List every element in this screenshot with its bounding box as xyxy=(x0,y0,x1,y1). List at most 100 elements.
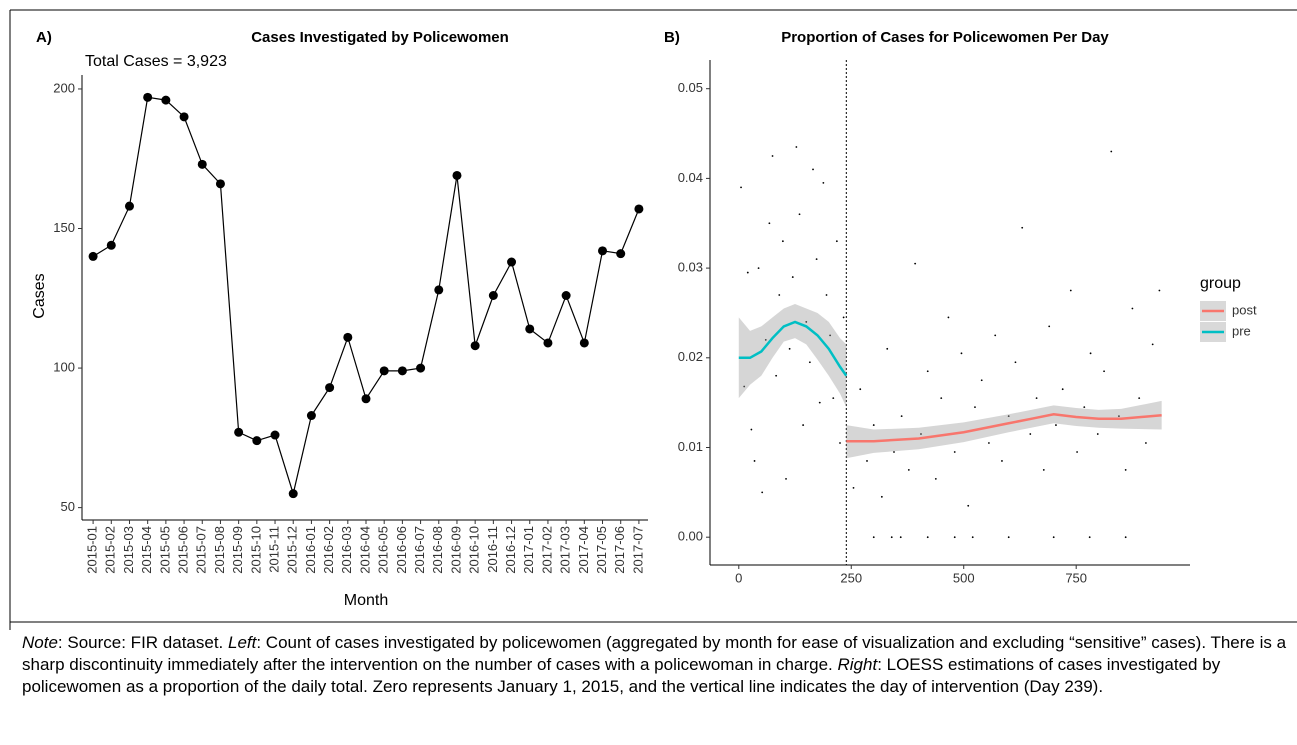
point xyxy=(920,433,922,435)
point xyxy=(1151,343,1154,346)
x-tick-label: 2015-10 xyxy=(248,526,263,574)
loess-line xyxy=(738,320,848,377)
point xyxy=(470,341,480,351)
point xyxy=(1001,460,1003,462)
confidence-band xyxy=(738,303,847,408)
point xyxy=(616,249,626,259)
point xyxy=(543,338,553,348)
point xyxy=(1083,406,1086,409)
point xyxy=(866,460,868,462)
point xyxy=(791,276,794,278)
point xyxy=(1124,536,1127,539)
point xyxy=(161,95,171,105)
point xyxy=(829,334,832,337)
point xyxy=(899,536,902,539)
point xyxy=(561,291,571,300)
point xyxy=(1042,469,1045,471)
point xyxy=(934,477,937,480)
point xyxy=(953,451,956,453)
x-tick-label: 2016-05 xyxy=(376,526,391,574)
point xyxy=(971,536,974,539)
point xyxy=(988,442,990,444)
point xyxy=(771,155,774,157)
legend-label: post xyxy=(1232,302,1257,317)
x-tick-label: 2016-01 xyxy=(303,526,318,574)
point xyxy=(288,489,298,499)
x-tick-label: 2016-10 xyxy=(467,526,482,574)
note-emphasis: Right xyxy=(837,655,878,674)
x-tick-label: 250 xyxy=(840,570,862,585)
x-tick-label: 2017-04 xyxy=(576,526,591,574)
x-tick-label: 2015-02 xyxy=(103,526,118,574)
x-tick-label: 2015-01 xyxy=(85,526,100,574)
point xyxy=(488,291,498,300)
x-tick-label: 2016-02 xyxy=(321,526,336,574)
point xyxy=(907,469,910,471)
point xyxy=(980,379,983,382)
point xyxy=(1124,469,1127,471)
loess-line xyxy=(846,413,1162,443)
legend-label: pre xyxy=(1232,323,1251,338)
point xyxy=(825,294,828,296)
point xyxy=(926,536,929,539)
x-tick-label: 2015-04 xyxy=(139,526,154,574)
point xyxy=(1029,433,1032,435)
point xyxy=(795,146,798,148)
y-tick-label: 0.02 xyxy=(678,349,703,364)
x-tick-label: 2017-06 xyxy=(612,526,627,574)
note-emphasis: Note xyxy=(22,633,58,652)
point xyxy=(306,411,316,421)
point xyxy=(859,388,862,391)
point xyxy=(361,394,371,404)
x-tick-label: 2016-08 xyxy=(430,526,445,574)
y-tick-label: 100 xyxy=(53,360,75,375)
point xyxy=(379,366,389,376)
x-tick-label: 2016-06 xyxy=(394,526,409,574)
x-tick-label: 2015-06 xyxy=(176,526,191,574)
point xyxy=(832,397,835,400)
point xyxy=(1055,424,1057,426)
point xyxy=(914,262,917,265)
x-tick-label: 2015-03 xyxy=(121,526,136,574)
confidence-band xyxy=(846,400,1162,459)
point xyxy=(974,406,976,409)
point xyxy=(852,486,855,489)
point xyxy=(598,246,608,256)
point xyxy=(106,240,116,250)
figure: A) Cases Investigated by Policewomen Total… xyxy=(9,9,1297,630)
point xyxy=(397,366,407,376)
point xyxy=(1096,433,1099,435)
point xyxy=(416,363,426,373)
point xyxy=(1061,388,1064,391)
point xyxy=(960,352,963,355)
point xyxy=(1110,150,1113,153)
y-tick-label: 0.03 xyxy=(678,260,703,275)
x-tick-label: 2015-11 xyxy=(266,526,281,573)
note: Note: Source: FIR dataset. Left: Count o… xyxy=(22,632,1290,698)
point xyxy=(940,397,943,400)
point xyxy=(1088,536,1091,539)
y-tick-label: 0.00 xyxy=(678,529,703,544)
point xyxy=(452,170,462,180)
x-tick-label: 2017-03 xyxy=(558,526,573,574)
point xyxy=(802,424,805,426)
point xyxy=(750,428,753,431)
legend-title: group xyxy=(1200,275,1241,292)
point xyxy=(808,361,811,364)
x-tick-label: 2016-03 xyxy=(339,526,354,574)
point xyxy=(743,385,746,388)
x-tick-label: 2017-05 xyxy=(594,526,609,574)
point xyxy=(1069,289,1072,292)
point xyxy=(1131,307,1134,310)
note-text: : Source: FIR dataset. xyxy=(57,633,228,652)
point xyxy=(197,159,207,169)
point xyxy=(746,271,749,274)
point xyxy=(234,427,244,437)
x-axis-label: Month xyxy=(344,592,388,609)
point xyxy=(872,536,875,539)
point xyxy=(886,347,889,350)
point xyxy=(785,477,787,480)
x-tick-label: 2015-07 xyxy=(194,526,209,574)
point xyxy=(124,201,134,211)
point xyxy=(634,204,644,214)
